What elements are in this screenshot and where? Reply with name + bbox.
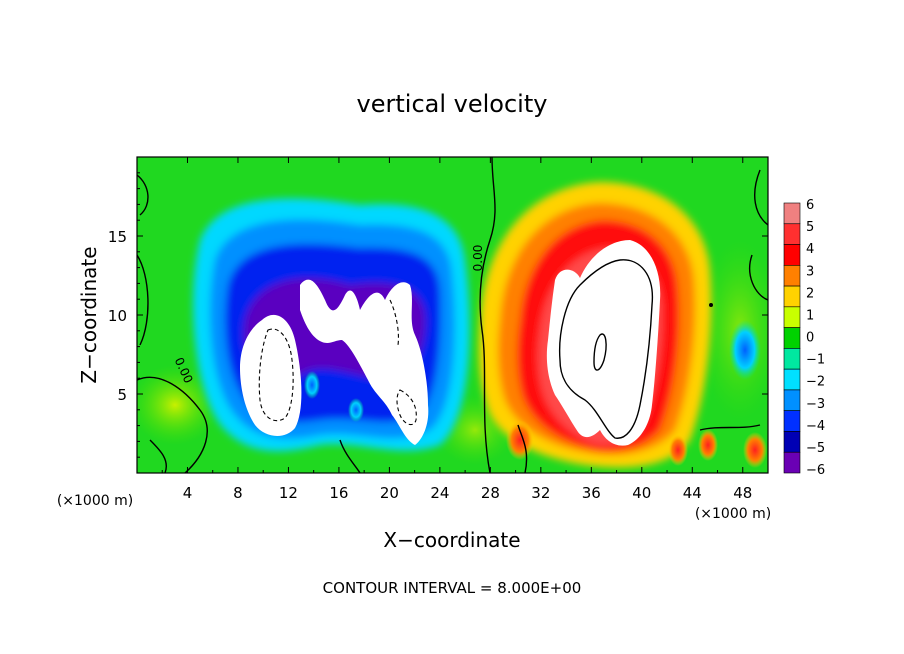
colorbar-swatch [783, 389, 801, 411]
colorbar-swatch [783, 265, 801, 287]
heatmap-field [137, 157, 768, 473]
colorbar-label: −3 [806, 397, 825, 412]
colorbar-label: −1 [806, 353, 825, 368]
colorbar-swatch [783, 410, 801, 432]
contour-label: 0.00 [471, 245, 485, 272]
colorbar-label: 5 [806, 220, 814, 235]
contour-interval-note: CONTOUR INTERVAL = 8.000E+00 [323, 579, 582, 597]
colorbar-label: 6 [806, 198, 814, 213]
colorbar-label: 3 [806, 264, 814, 279]
x-unit-right: (×1000 m) [695, 506, 771, 522]
colorbar-label: −6 [806, 463, 825, 478]
colorbar-swatch [783, 285, 801, 308]
colorbar-label: 0 [806, 331, 814, 346]
colorbar-label: 4 [806, 242, 814, 257]
x-tick-label: 8 [233, 484, 243, 502]
x-tick-label: 12 [279, 484, 298, 502]
x-unit-left: (×1000 m) [57, 493, 133, 509]
x-tick-label: 20 [380, 484, 399, 502]
colorbar-label: −4 [806, 419, 825, 434]
x-axis: 4 8 12 16 20 24 28 32 36 40 44 48 [161, 157, 752, 502]
y-tick-label: 15 [108, 228, 127, 246]
x-tick-label: 4 [183, 484, 193, 502]
y-axis-label: Z−coordinate [77, 246, 101, 383]
x-tick-label: 16 [329, 484, 348, 502]
colorbar-swatch [783, 431, 801, 453]
y-tick-label: 10 [108, 307, 127, 325]
y-axis: 5 10 15 [108, 172, 768, 458]
colorbar-label: 2 [806, 286, 814, 301]
x-tick-label: 44 [683, 484, 702, 502]
colorbar-label: 1 [806, 308, 814, 323]
colorbar-swatch [783, 327, 801, 349]
y-tick-label: 5 [117, 386, 127, 404]
contour-lines [137, 157, 768, 473]
colorbar-swatch [783, 306, 801, 328]
downdraft-core-left [240, 314, 302, 436]
x-tick-label: 32 [531, 484, 550, 502]
colorbar: 6 5 4 3 2 1 0 −1 −2 −3 −4 −5 −6 [783, 198, 825, 478]
colorbar-swatch [783, 244, 801, 266]
x-tick-label: 24 [430, 484, 449, 502]
x-tick-label: 36 [582, 484, 601, 502]
x-tick-label: 48 [733, 484, 752, 502]
colorbar-swatch [783, 202, 801, 225]
colorbar-swatch [783, 451, 801, 474]
x-tick-label: 28 [481, 484, 500, 502]
x-tick-label: 40 [632, 484, 651, 502]
colorbar-label: −5 [806, 441, 825, 456]
x-axis-label: X−coordinate [383, 528, 520, 552]
colorbar-swatch [783, 368, 801, 391]
colorbar-label: −2 [806, 375, 825, 390]
colorbar-swatch [783, 223, 801, 245]
colorbar-swatch [783, 348, 801, 370]
chart-title: vertical velocity [357, 90, 548, 118]
